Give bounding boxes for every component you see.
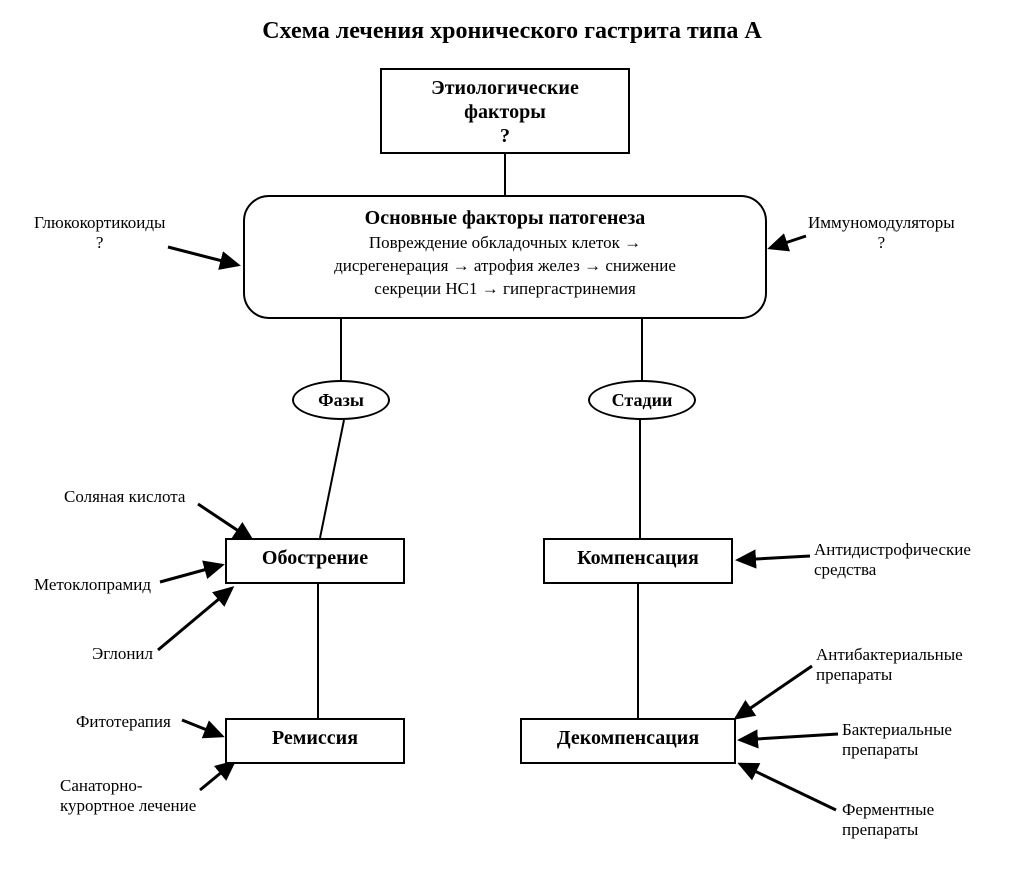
page-title: Схема лечения хронического гастрита типа…: [0, 18, 1024, 45]
node-text: Стадии: [612, 389, 673, 411]
edge: [182, 720, 222, 736]
label-line: Глюкокортикоиды: [34, 213, 165, 233]
label-line: ?: [808, 233, 955, 253]
node-compensation: Компенсация: [543, 538, 733, 584]
label-line: средства: [814, 560, 971, 580]
node-phases: Фазы: [292, 380, 390, 420]
edge: [740, 734, 838, 740]
label-immunomodulators: Иммуномодуляторы ?: [808, 213, 955, 252]
edge: [168, 247, 238, 265]
label-line: Санаторно-: [60, 776, 196, 796]
node-header: Основные факторы патогенеза: [261, 207, 749, 230]
label-line: Иммуномодуляторы: [808, 213, 955, 233]
label-antidystrophic: Антидистрофические средства: [814, 540, 971, 579]
edge: [740, 764, 836, 810]
label-line: курортное лечение: [60, 796, 196, 816]
label-line: Бактериальные: [842, 720, 952, 740]
node-line: факторы: [394, 100, 616, 124]
label-enzyme: Ферментные препараты: [842, 800, 934, 839]
edge: [200, 762, 234, 790]
label-line: Антибактериальные: [816, 645, 963, 665]
label-sanatorium: Санаторно- курортное лечение: [60, 776, 196, 815]
node-line: ?: [394, 124, 616, 148]
node-etiological-factors: Этиологические факторы ?: [380, 68, 630, 154]
edge: [736, 666, 812, 718]
label-bacterial: Бактериальные препараты: [842, 720, 952, 759]
node-line: Этиологические: [394, 76, 616, 100]
label-line: Антидистрофические: [814, 540, 971, 560]
label-line: Ферментные: [842, 800, 934, 820]
label-antibacterial: Антибактериальные препараты: [816, 645, 963, 684]
label-line: ?: [34, 233, 165, 253]
edge: [160, 565, 222, 582]
edge: [158, 588, 232, 650]
node-exacerbation: Обострение: [225, 538, 405, 584]
node-pathogenesis: Основные факторы патогенеза Повреждение …: [243, 195, 767, 319]
node-decompensation: Декомпенсация: [520, 718, 736, 764]
edge: [198, 504, 252, 540]
node-body: Повреждение обкладочных клеток → дисреге…: [261, 232, 749, 301]
node-stages: Стадии: [588, 380, 696, 420]
label-phytotherapy: Фитотерапия: [76, 712, 171, 732]
label-metoclopramide: Метоклопрамид: [34, 575, 151, 595]
label-hcl: Соляная кислота: [64, 487, 185, 507]
edge: [320, 420, 344, 538]
label-line: препараты: [816, 665, 963, 685]
node-text: Фазы: [318, 389, 364, 411]
label-line: препараты: [842, 740, 952, 760]
label-glucocorticoids: Глюкокортикоиды ?: [34, 213, 165, 252]
label-eglonil: Эглонил: [92, 644, 153, 664]
label-line: препараты: [842, 820, 934, 840]
edge: [738, 556, 810, 560]
edge: [770, 236, 806, 248]
node-remission: Ремиссия: [225, 718, 405, 764]
diagram-canvas: Схема лечения хронического гастрита типа…: [0, 0, 1024, 879]
